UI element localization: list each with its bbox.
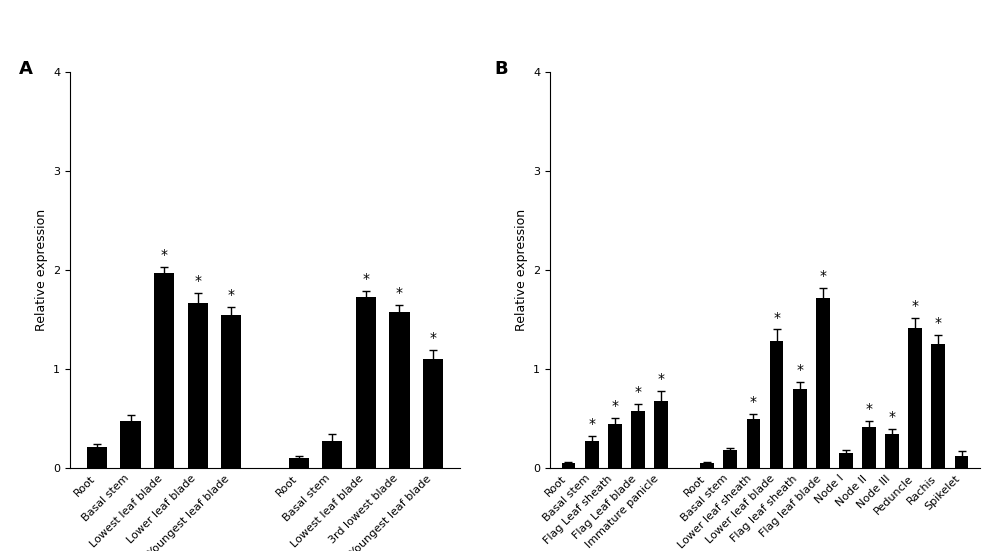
Bar	[931, 344, 945, 468]
Bar	[87, 446, 107, 468]
Text: *: *	[611, 399, 618, 413]
Text: *: *	[634, 385, 641, 399]
Text: *: *	[194, 274, 201, 288]
Bar	[700, 463, 714, 468]
Bar	[747, 419, 760, 468]
Bar	[955, 456, 968, 468]
Bar	[770, 342, 783, 468]
Bar	[608, 424, 622, 468]
Bar	[356, 297, 376, 468]
Bar	[585, 441, 599, 468]
Bar	[221, 315, 241, 468]
Y-axis label: Relative expression: Relative expression	[35, 209, 48, 331]
Bar	[423, 359, 443, 468]
Text: *: *	[889, 410, 896, 424]
Text: *: *	[228, 288, 235, 302]
Text: *: *	[396, 286, 403, 300]
Text: *: *	[362, 272, 369, 286]
Bar	[562, 463, 575, 468]
Bar	[154, 273, 174, 468]
Bar	[723, 451, 737, 468]
Text: *: *	[866, 402, 873, 416]
Text: *: *	[935, 316, 942, 331]
Bar	[816, 298, 830, 468]
Bar	[885, 434, 899, 468]
Y-axis label: Relative expression: Relative expression	[515, 209, 528, 331]
Bar	[631, 411, 645, 468]
Text: *: *	[657, 372, 664, 386]
Text: *: *	[161, 248, 168, 262]
Bar	[389, 312, 410, 468]
Text: A: A	[19, 60, 33, 78]
Bar	[908, 327, 922, 468]
Text: *: *	[912, 299, 919, 312]
Text: *: *	[796, 363, 803, 377]
Bar	[188, 302, 208, 468]
Text: *: *	[819, 269, 826, 283]
Text: *: *	[750, 395, 757, 409]
Bar	[793, 389, 807, 468]
Bar	[322, 441, 342, 468]
Bar	[654, 401, 668, 468]
Bar	[120, 421, 141, 468]
Text: *: *	[588, 417, 595, 431]
Bar	[289, 458, 309, 468]
Bar	[839, 453, 853, 468]
Text: *: *	[773, 311, 780, 325]
Text: *: *	[430, 331, 437, 345]
Bar	[862, 426, 876, 468]
Text: B: B	[494, 60, 508, 78]
